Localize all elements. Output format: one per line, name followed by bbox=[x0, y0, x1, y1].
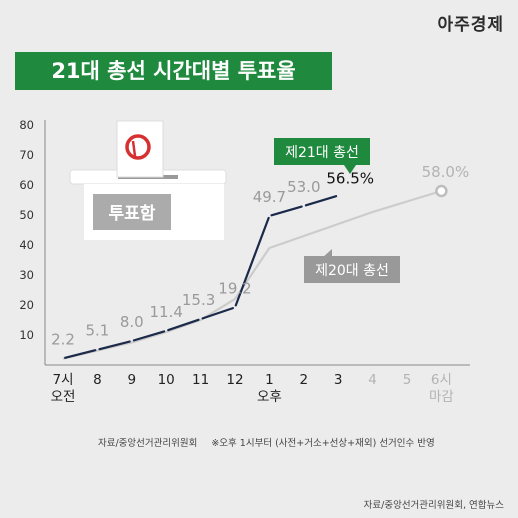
chart-title: 21대 총선 시간대별 투표율 bbox=[15, 52, 332, 90]
y-tick-label: 40 bbox=[19, 238, 34, 252]
series-21-segment bbox=[98, 340, 131, 351]
y-tick-labels: 80 70 60 50 40 30 20 10 bbox=[19, 118, 34, 342]
x-tick-sublabel: 마감 bbox=[429, 389, 454, 405]
y-tick-label: 80 bbox=[19, 118, 34, 132]
legend-20th-label: 제20대 총선 bbox=[315, 263, 389, 279]
y-tick-label: 20 bbox=[19, 298, 34, 312]
series-21-segment bbox=[167, 318, 200, 332]
series-20-data-label: 58.0% bbox=[422, 163, 470, 181]
ballot-box-illustration: 투표함 bbox=[69, 120, 227, 240]
x-tick-label: 1 bbox=[265, 372, 274, 388]
y-tick-label: 70 bbox=[19, 148, 34, 162]
series-21-data-label: 11.4 bbox=[149, 303, 182, 321]
series-21-segment bbox=[234, 216, 270, 307]
legend-20th-election: 제20대 총선 bbox=[304, 249, 400, 283]
x-tick-label: 4 bbox=[368, 372, 377, 388]
series-21-segment bbox=[270, 205, 303, 217]
series-21-data-label: 5.1 bbox=[85, 322, 109, 340]
brand-logo: 아주경제 bbox=[437, 15, 504, 35]
x-tick-label: 3 bbox=[334, 372, 343, 388]
vote-stamp-mark bbox=[131, 140, 137, 157]
series-21-segment bbox=[201, 307, 235, 320]
legend-21st-label: 제21대 총선 bbox=[285, 145, 359, 161]
x-tick-label: 11 bbox=[192, 372, 209, 388]
series-21-data-label: 53.0 bbox=[287, 178, 320, 196]
series-21-data-label: 15.3 bbox=[182, 291, 215, 309]
y-tick-label: 50 bbox=[19, 208, 34, 222]
legend-21st-pointer bbox=[344, 165, 356, 174]
bottom-source: 자료/중앙선거관리위원회, 연합뉴스 bbox=[363, 500, 504, 511]
legend-21st-bg bbox=[274, 138, 370, 165]
y-tick-label: 30 bbox=[19, 268, 34, 282]
data-labels: 2.2 5.1 8.0 11.415.319.2 49.753.0 56.5% 58.0% bbox=[51, 163, 469, 348]
ballot-box-label-bg bbox=[93, 194, 171, 230]
series-21st-election bbox=[64, 195, 338, 359]
series-21-data-label: 8.0 bbox=[120, 313, 144, 331]
series-21-data-label: 2.2 bbox=[51, 330, 75, 348]
series-20th-election bbox=[62, 184, 448, 360]
legend-20th-pointer bbox=[322, 249, 332, 258]
series-21-data-label: 56.5% bbox=[326, 170, 374, 188]
series-21-data-label: 19.2 bbox=[218, 279, 251, 297]
x-tick-sublabel: 오후 bbox=[257, 389, 282, 405]
x-tick-label: 2 bbox=[300, 372, 309, 388]
series-21-data-label: 49.7 bbox=[253, 188, 286, 206]
series-20-end-marker bbox=[435, 184, 448, 198]
series-20-line bbox=[62, 189, 442, 360]
x-tick-label: 9 bbox=[128, 372, 137, 388]
x-tick-label: 12 bbox=[226, 372, 243, 388]
y-tick-label: 60 bbox=[19, 178, 34, 192]
footnote: 자료/중앙선거관리위원회 ※오후 1시부터 (사전+거소+선상+재외) 선거인수 … bbox=[98, 435, 435, 449]
series-21-segment bbox=[132, 330, 166, 342]
x-tick-label: 8 bbox=[93, 372, 102, 388]
legend-21st-election: 제21대 총선 bbox=[274, 138, 370, 174]
ballot-paper bbox=[116, 120, 164, 178]
ballot-box-label: 투표함 bbox=[109, 203, 156, 224]
footnote-note: ※오후 1시부터 (사전+거소+선상+재외) 선거인수 반영 bbox=[211, 438, 435, 449]
y-tick-label: 10 bbox=[19, 328, 34, 342]
x-tick-label: 5 bbox=[403, 372, 412, 388]
vote-stamp-icon bbox=[125, 134, 151, 160]
x-tick-sublabel: 오전 bbox=[51, 389, 76, 405]
x-tick-label: 6시 bbox=[431, 372, 452, 388]
x-tick-label: 7시 bbox=[52, 372, 73, 388]
series-21-segment bbox=[304, 195, 338, 207]
series-21-segment bbox=[64, 349, 97, 359]
footnote-source: 자료/중앙선거관리위원회 bbox=[98, 438, 198, 449]
legend-20th-bg bbox=[304, 256, 400, 283]
x-tick-label: 10 bbox=[158, 372, 175, 388]
